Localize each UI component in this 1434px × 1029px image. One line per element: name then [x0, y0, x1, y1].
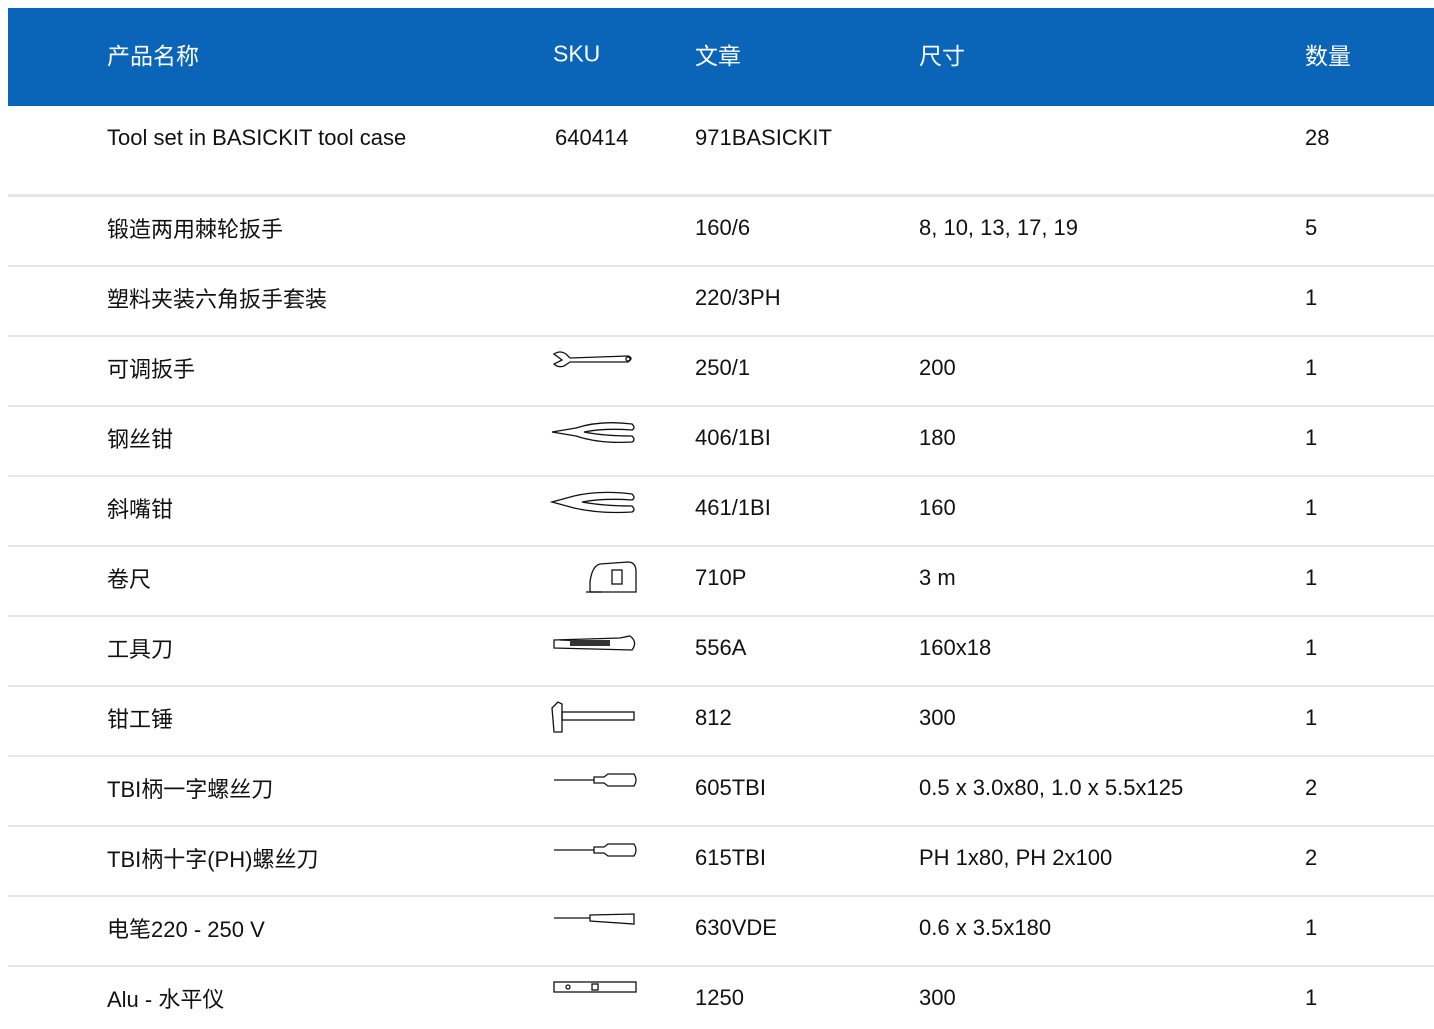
column-header: SKU	[553, 40, 601, 67]
table-header	[8, 8, 1434, 106]
table-cell: TBI柄十字(PH)螺丝刀	[107, 847, 319, 872]
table-cell: 605TBI	[695, 775, 766, 800]
table-cell: 锻造两用棘轮扳手	[107, 217, 284, 242]
row-separator	[8, 405, 1434, 407]
table-cell: 1	[1305, 985, 1318, 1010]
table-cell: 钳工锤	[107, 707, 174, 732]
table-cell: 812	[695, 705, 732, 730]
table-cell: 220/3PH	[695, 285, 781, 310]
table-cell: 180	[919, 425, 956, 450]
table-cell: 钢丝钳	[107, 427, 174, 452]
table-cell: 2	[1305, 775, 1318, 800]
row-separator	[8, 475, 1434, 477]
column-header: 尺寸	[919, 43, 965, 69]
row-separator	[8, 265, 1434, 267]
tool-icon	[550, 838, 640, 878]
row-separator	[8, 194, 1434, 197]
tool-icon	[549, 488, 640, 528]
table-cell: 28	[1305, 125, 1330, 150]
tool-icon	[550, 628, 640, 668]
table-cell: 630VDE	[695, 915, 777, 940]
table-cell: 1	[1305, 355, 1318, 380]
table-cell: 3 m	[919, 565, 956, 590]
table-cell: 斜嘴钳	[107, 497, 174, 522]
table-cell: 1	[1305, 495, 1318, 520]
row-separator	[8, 895, 1434, 897]
table-cell: 300	[919, 705, 956, 730]
table-cell: 2	[1305, 845, 1318, 870]
table-cell: 8, 10, 13, 17, 19	[919, 215, 1079, 240]
row-separator	[8, 755, 1434, 757]
table-cell: 可调扳手	[107, 357, 196, 382]
column-header: 数量	[1305, 43, 1351, 69]
tool-icon	[550, 978, 640, 1018]
table-cell: Tool set in BASICKIT tool case	[107, 125, 407, 150]
table-cell: 0.5 x 3.0x80, 1.0 x 5.5x125	[919, 775, 1184, 800]
row-separator	[8, 825, 1434, 827]
table-cell: 556A	[695, 635, 747, 660]
table-cell: 1	[1305, 705, 1318, 730]
column-header: 产品名称	[107, 43, 199, 69]
column-header: 文章	[695, 43, 741, 69]
table-cell: 卷尺	[107, 567, 152, 592]
table-cell: TBI柄一字螺丝刀	[107, 777, 274, 802]
row-separator	[8, 545, 1434, 547]
table-cell: 406/1BI	[695, 425, 771, 450]
table-cell: 1	[1305, 635, 1318, 660]
row-separator	[8, 335, 1434, 337]
table-cell: 461/1BI	[695, 495, 771, 520]
table-cell: 1	[1305, 915, 1318, 940]
table-cell: 1250	[695, 985, 744, 1010]
table-cell: 塑料夹装六角扳手套装	[107, 287, 328, 312]
table-cell: 160x18	[919, 635, 992, 660]
table-cell: 0.6 x 3.5x180	[919, 915, 1052, 940]
table-cell: 5	[1305, 215, 1318, 240]
table-cell: 电笔220 - 250 V	[107, 917, 265, 942]
tool-icon	[550, 418, 640, 458]
table-cell: 1	[1305, 425, 1318, 450]
table-cell: 300	[919, 985, 956, 1010]
tool-icon	[550, 558, 640, 598]
row-separator	[8, 965, 1434, 967]
table-cell: 250/1	[695, 355, 751, 380]
table-cell: 1	[1305, 285, 1318, 310]
table-cell: 1	[1305, 565, 1318, 590]
tool-icon	[550, 698, 640, 738]
table-cell: 640414	[555, 125, 629, 150]
table-cell: Alu - 水平仪	[107, 987, 225, 1012]
table-cell: 160	[919, 495, 956, 520]
table-cell: 971BASICKIT	[695, 125, 832, 150]
table-cell: 200	[919, 355, 956, 380]
tool-icon	[550, 768, 640, 808]
table-cell: PH 1x80, PH 2x100	[919, 845, 1113, 870]
tool-icon	[550, 348, 640, 388]
table-cell: 710P	[695, 565, 747, 590]
row-separator	[8, 685, 1434, 687]
table-cell: 615TBI	[695, 845, 766, 870]
tool-icon	[550, 908, 640, 948]
table-cell: 工具刀	[107, 637, 174, 662]
row-separator	[8, 615, 1434, 617]
table-cell: 160/6	[695, 215, 751, 240]
